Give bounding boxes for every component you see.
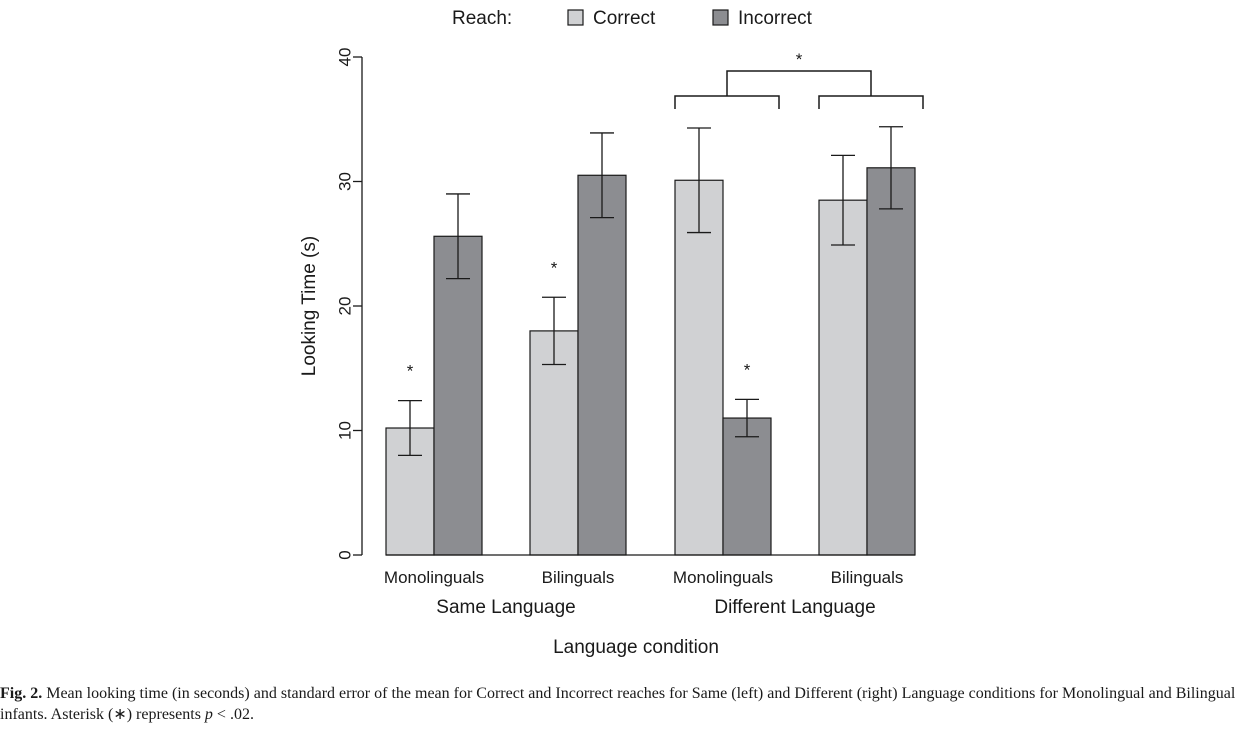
legend-swatch	[712, 9, 729, 26]
chart-legend: Reach: Correct Incorrect	[452, 8, 813, 29]
x-tick-label: Bilinguals	[542, 568, 615, 587]
legend-swatch	[567, 9, 584, 26]
significance-asterisk: *	[796, 50, 803, 69]
y-tick-label: 10	[335, 421, 354, 440]
bar	[722, 417, 772, 556]
x-tick-label: Monolinguals	[673, 568, 773, 587]
y-tick-label: 20	[335, 297, 354, 316]
bar	[577, 174, 627, 556]
y-tick-label: 40	[335, 48, 354, 67]
caption-figure-label: Fig. 2.	[0, 685, 43, 702]
significance-asterisk: *	[551, 258, 558, 277]
legend-label: Incorrect	[738, 8, 813, 29]
figure-caption: Fig. 2. Mean looking time (in seconds) a…	[0, 683, 1255, 725]
x-axis-label: Language condition	[553, 637, 719, 658]
axis-label-layer: Looking Time (s) Monolinguals Bilinguals Mo…	[299, 236, 903, 658]
significance-asterisk: *	[407, 362, 414, 381]
significance-bracket-lower	[674, 95, 780, 109]
y-tick-label: 30	[335, 172, 354, 191]
legend-title: Reach:	[452, 8, 512, 29]
x-group-label: Same Language	[436, 597, 575, 618]
significance-bracket-lower	[818, 95, 924, 109]
caption-p-symbol: p	[204, 706, 213, 723]
significance-asterisk: *	[744, 360, 751, 379]
significance-bracket-upper	[726, 70, 872, 96]
bar-layer: * * *	[385, 126, 916, 556]
y-axis-label: Looking Time (s)	[299, 236, 320, 376]
legend-label: Correct	[593, 8, 656, 29]
bar	[674, 179, 724, 556]
y-axis: 0 10 20 30 40	[335, 48, 363, 560]
x-tick-label: Monolinguals	[384, 568, 484, 587]
caption-text: Mean looking time (in seconds) and stand…	[0, 685, 1236, 723]
bar	[818, 199, 868, 556]
y-tick-label: 0	[335, 550, 354, 559]
caption-text-end: < .02.	[212, 706, 254, 723]
x-group-label: Different Language	[714, 597, 875, 618]
bar	[433, 235, 483, 556]
significance-bracket-layer: *	[674, 50, 924, 109]
x-tick-label: Bilinguals	[831, 568, 904, 587]
bar	[866, 167, 916, 556]
